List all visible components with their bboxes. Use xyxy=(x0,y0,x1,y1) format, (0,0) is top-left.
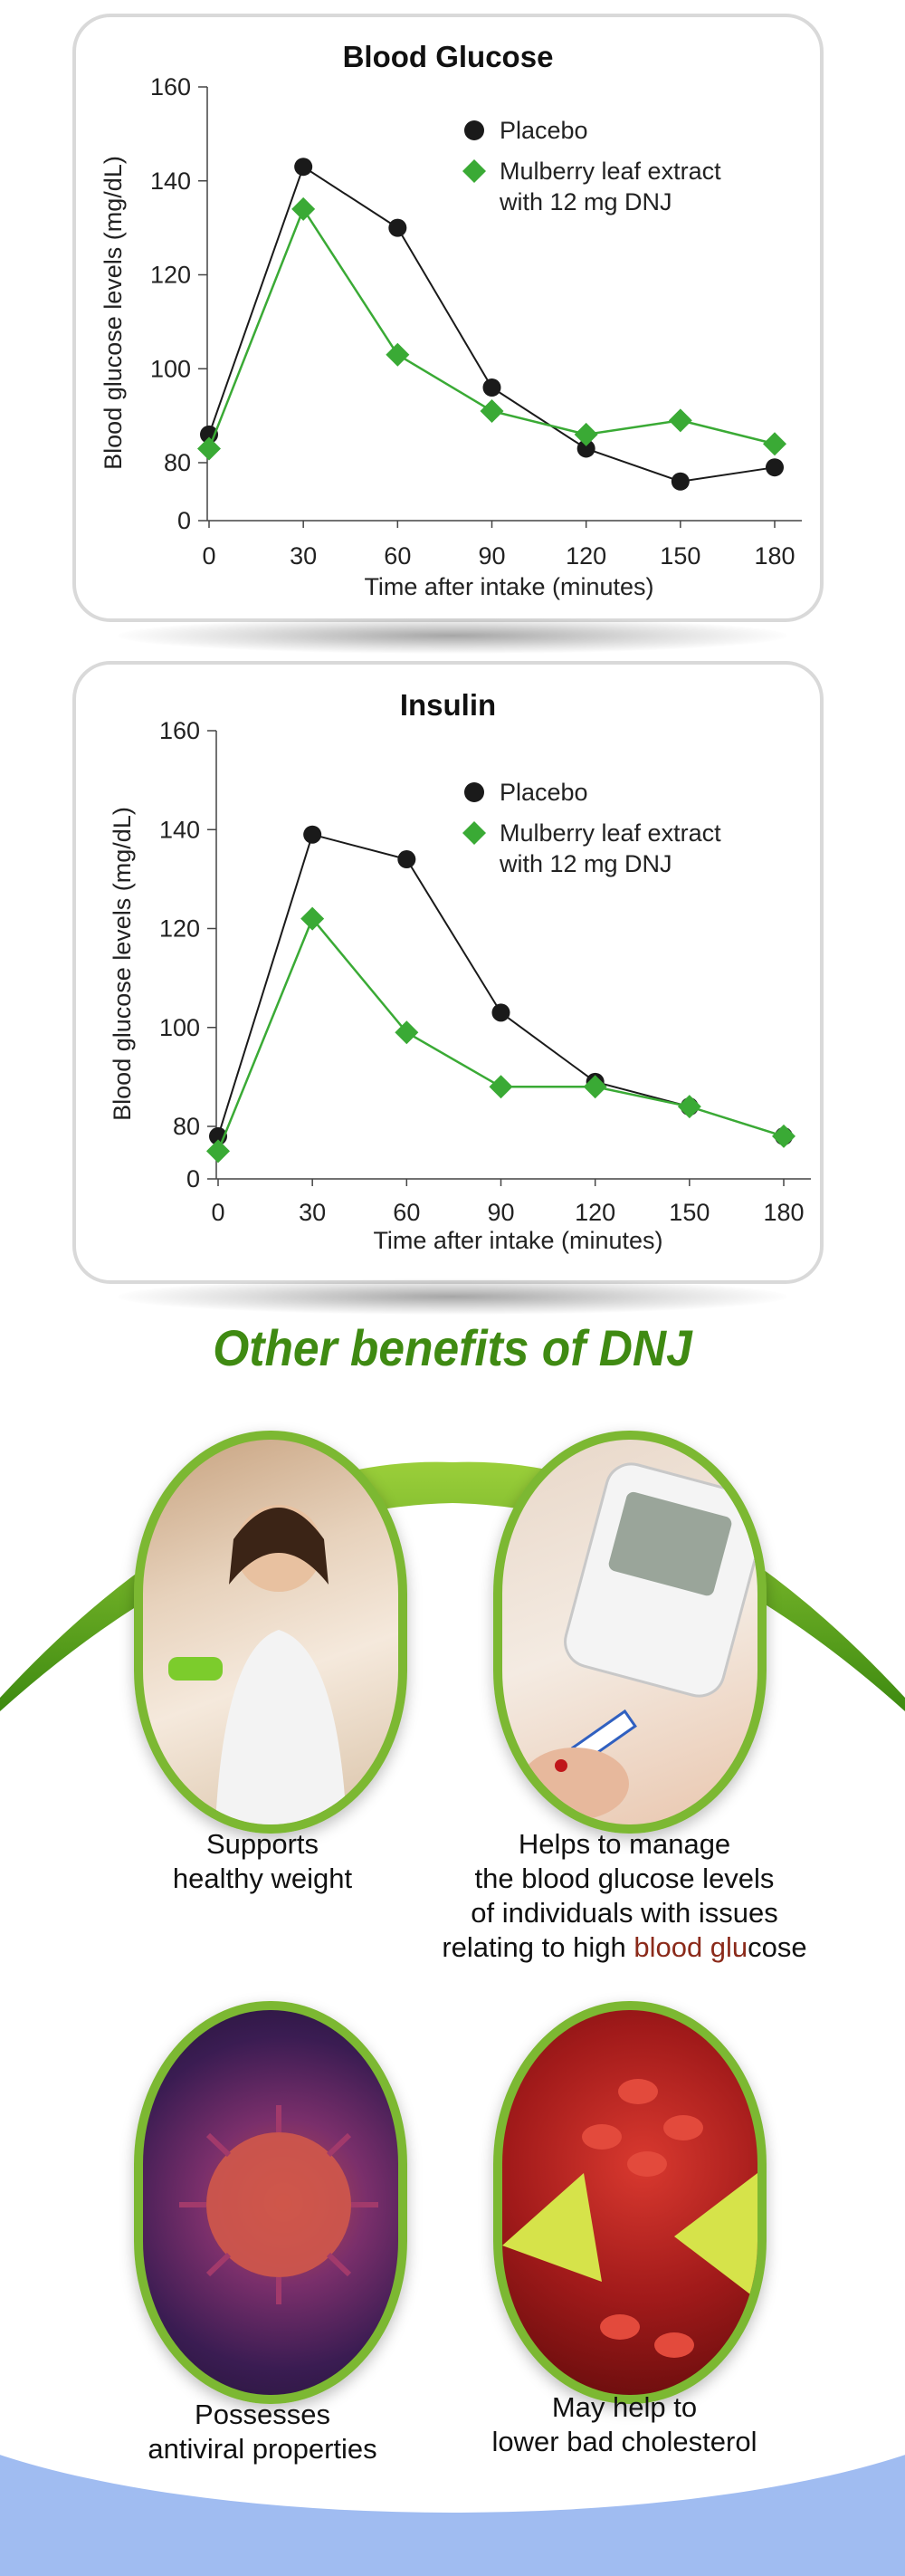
x-axis-label: Time after intake (minutes) xyxy=(373,1227,662,1254)
y-axis-label: Blood glucose levels (mg/dL) xyxy=(100,156,127,470)
data-point-extract xyxy=(300,906,325,931)
benefit-line: the blood glucose levels xyxy=(474,1863,775,1894)
data-point-placebo xyxy=(388,218,407,237)
data-point-extract xyxy=(489,1075,513,1099)
insulin-card: Insulin 0 80 100 120 140 160 0 30 60 90 120 150 180 Ti… xyxy=(72,661,824,1284)
data-point-extract xyxy=(197,436,221,461)
x-tick-label: 60 xyxy=(384,542,411,570)
data-point-placebo xyxy=(482,378,501,397)
data-point-placebo xyxy=(671,472,690,491)
series-line-extract xyxy=(216,916,785,1152)
benefit-line: May help to xyxy=(551,2391,698,2423)
data-point-extract xyxy=(763,432,786,456)
y-tick-label: 80 xyxy=(164,449,191,476)
legend-marker-placebo xyxy=(464,120,484,140)
data-point-extract xyxy=(772,1124,795,1148)
data-point-placebo xyxy=(397,850,416,869)
chart-title: Insulin xyxy=(400,688,496,722)
benefit-line: Helps to manage xyxy=(518,1828,731,1860)
x-tick-label: 120 xyxy=(566,542,606,570)
x-tick-label: 30 xyxy=(299,1199,326,1226)
benefit-line-highlight: blood glu xyxy=(634,1931,748,1963)
benefit-line: of individuals with issues xyxy=(471,1897,778,1929)
benefit-line: Supports xyxy=(205,1828,319,1860)
benefit-line: healthy weight xyxy=(172,1863,353,1894)
y-tick-label: 160 xyxy=(150,73,191,101)
data-point-extract xyxy=(583,1075,607,1099)
data-point-extract xyxy=(480,398,504,423)
legend-label-extract: with 12 mg DNJ xyxy=(499,188,672,215)
section-title: Other benefits of DNJ xyxy=(213,1319,692,1376)
y-tick-label: 0 xyxy=(186,1165,200,1192)
x-tick-label: 150 xyxy=(669,1199,710,1226)
x-tick-label: 60 xyxy=(393,1199,420,1226)
benefit-line: Possesses xyxy=(195,2399,330,2430)
x-tick-label: 30 xyxy=(290,542,317,570)
legend-marker-placebo xyxy=(464,782,484,802)
x-tick-label: 90 xyxy=(478,542,505,570)
benefit-caption-glucose: Helps to manage the blood glucose levels… xyxy=(416,1827,833,1965)
blood-glucose-chart: Blood Glucose 0 80 100 120 140 160 0 30 60 90 120 15… xyxy=(100,40,802,600)
benefit-line-part: relating to high xyxy=(442,1931,634,1963)
data-point-extract xyxy=(574,422,598,446)
x-tick-label: 120 xyxy=(575,1199,615,1226)
x-tick-label: 90 xyxy=(487,1199,514,1226)
y-axis-label: Blood glucose levels (mg/dL) xyxy=(109,807,136,1121)
y-tick-label: 140 xyxy=(159,816,200,843)
y-tick-label: 100 xyxy=(150,355,191,382)
x-axis-label: Time after intake (minutes) xyxy=(364,573,653,600)
benefit-line: relating to high blood glucose xyxy=(416,1930,833,1965)
data-point-placebo xyxy=(766,458,784,477)
benefit-line: lower bad cholesterol xyxy=(491,2426,757,2457)
virus-photo xyxy=(134,2001,407,2404)
benefit-line-part: cose xyxy=(748,1931,807,1963)
data-point-extract xyxy=(291,196,316,221)
y-tick-label: 0 xyxy=(177,507,191,534)
x-tick-label: 0 xyxy=(202,542,215,570)
y-tick-label: 160 xyxy=(159,717,200,744)
data-point-placebo xyxy=(303,825,322,844)
blood-vessel-cholesterol-photo xyxy=(493,2001,767,2404)
x-tick-label: 180 xyxy=(763,1199,804,1226)
benefit-caption-antiviral: Possesses antiviral properties xyxy=(54,2398,471,2466)
x-tick-label: 180 xyxy=(754,542,795,570)
data-point-extract xyxy=(395,1020,419,1045)
chart-title: Blood Glucose xyxy=(343,40,554,73)
insulin-chart: Insulin 0 80 100 120 140 160 0 30 60 90 120 150 180 Ti… xyxy=(109,688,811,1254)
glucose-meter-photo xyxy=(493,1431,767,1834)
legend-label-extract: Mulberry leaf extract xyxy=(500,158,721,185)
benefit-caption-cholesterol: May help to lower bad cholesterol xyxy=(416,2390,833,2459)
x-tick-label: 0 xyxy=(211,1199,224,1226)
data-point-placebo xyxy=(294,158,313,177)
y-tick-label: 80 xyxy=(173,1113,200,1140)
data-point-extract xyxy=(668,408,692,433)
data-point-extract xyxy=(677,1095,701,1119)
y-tick-label: 120 xyxy=(150,262,191,289)
legend-marker-extract xyxy=(462,821,486,845)
y-tick-label: 100 xyxy=(159,1014,200,1041)
y-tick-label: 120 xyxy=(159,915,200,943)
data-point-extract xyxy=(206,1139,230,1164)
benefit-line: antiviral properties xyxy=(148,2433,377,2465)
y-tick-label: 140 xyxy=(150,168,191,195)
x-tick-label: 150 xyxy=(660,542,700,570)
data-point-placebo xyxy=(491,1003,510,1022)
blood-glucose-card: Blood Glucose 0 80 100 120 140 160 0 30 60 90 120 15… xyxy=(72,14,824,622)
woman-with-dumbbell-photo xyxy=(134,1431,407,1834)
benefit-caption-weight: Supports healthy weight xyxy=(54,1827,471,1896)
card-shadow xyxy=(118,618,787,654)
legend-label-placebo: Placebo xyxy=(500,779,588,806)
legend-label-extract: Mulberry leaf extract xyxy=(500,819,721,847)
series-line-placebo xyxy=(208,165,776,483)
data-point-extract xyxy=(386,342,410,367)
legend-marker-extract xyxy=(462,159,486,183)
legend-label-extract: with 12 mg DNJ xyxy=(499,850,672,877)
legend-label-placebo: Placebo xyxy=(500,117,588,144)
data-point-placebo xyxy=(576,439,595,458)
card-shadow xyxy=(118,1278,787,1315)
